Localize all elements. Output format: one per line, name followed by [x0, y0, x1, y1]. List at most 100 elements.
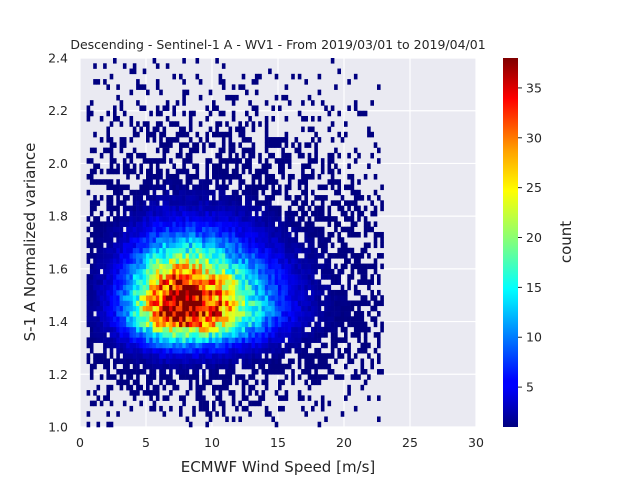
heatmap-cell [235, 205, 239, 212]
heatmap-cell [254, 242, 259, 249]
heatmap-cell [195, 353, 200, 359]
heatmap-cell [287, 237, 292, 243]
heatmap-cell [254, 337, 259, 343]
heatmap-cell [261, 305, 266, 312]
heatmap-cell [192, 231, 196, 238]
heatmap-cell [175, 268, 180, 275]
heatmap-cell [380, 242, 384, 249]
heatmap-cell [169, 326, 173, 333]
heatmap-cell [228, 358, 233, 365]
heatmap-cell [99, 274, 104, 280]
heatmap-cell [284, 263, 289, 270]
heatmap-cell [146, 226, 150, 233]
heatmap-cell [155, 358, 160, 365]
heatmap-cell [103, 332, 107, 338]
heatmap-cell [86, 321, 91, 328]
heatmap-cell [188, 379, 193, 386]
heatmap-cell [334, 311, 338, 317]
heatmap-cell [317, 332, 322, 338]
heatmap-cell [86, 284, 91, 291]
heatmap-cell [245, 258, 249, 264]
heatmap-cell [93, 337, 97, 343]
heatmap-cell [235, 374, 239, 380]
heatmap-cell [192, 189, 196, 196]
heatmap-cell [284, 300, 289, 307]
y-axis-ticks: 1.01.21.41.61.82.02.22.4 [48, 51, 68, 435]
heatmap-cell [126, 289, 130, 296]
heatmap-cell [93, 321, 97, 328]
heatmap-cell [350, 179, 355, 185]
heatmap-cell [297, 221, 302, 227]
heatmap-cell [228, 94, 233, 101]
heatmap-cell [212, 284, 216, 291]
heatmap-cell [235, 210, 239, 217]
heatmap-cell [103, 147, 107, 154]
heatmap-cell [202, 316, 206, 322]
heatmap-cell [179, 242, 183, 249]
heatmap-cell [146, 216, 150, 222]
heatmap-cell [155, 321, 160, 328]
heatmap-cell [155, 63, 160, 69]
heatmap-cell [149, 274, 153, 280]
heatmap-cell [221, 295, 226, 301]
heatmap-cell [370, 263, 374, 270]
heatmap-cell [363, 242, 368, 249]
heatmap-cell [261, 295, 266, 301]
heatmap-cell [264, 332, 269, 338]
heatmap-cell [188, 189, 193, 196]
heatmap-cell [377, 342, 381, 349]
heatmap-cell [162, 195, 167, 201]
heatmap-cell [297, 216, 302, 222]
heatmap-cell [317, 358, 322, 365]
heatmap-cell [304, 200, 308, 206]
heatmap-cell [248, 231, 252, 238]
heatmap-cell [264, 137, 269, 143]
heatmap-cell [357, 253, 361, 259]
heatmap-cell [202, 384, 206, 391]
heatmap-cell [162, 395, 167, 401]
heatmap-cell [139, 295, 143, 301]
heatmap-cell [159, 342, 163, 349]
heatmap-cell [258, 158, 262, 164]
heatmap-cell [113, 326, 117, 333]
heatmap-cell [297, 305, 302, 312]
heatmap-cell [159, 237, 163, 243]
heatmap-cell [179, 363, 183, 370]
heatmap-cell [301, 300, 305, 307]
heatmap-cell [344, 395, 348, 401]
heatmap-cell [179, 184, 183, 191]
heatmap-cell [106, 231, 110, 238]
heatmap-cell [132, 395, 137, 401]
heatmap-cell [347, 279, 351, 285]
heatmap-cell [367, 342, 371, 349]
heatmap-cell [109, 400, 114, 407]
heatmap-cell [215, 374, 219, 380]
heatmap-cell [202, 342, 206, 349]
heatmap-cell [245, 405, 249, 412]
heatmap-cell [258, 200, 262, 206]
heatmap-cell [297, 258, 302, 264]
heatmap-cell [165, 295, 170, 301]
heatmap-cell [89, 268, 94, 275]
heatmap-cell [271, 226, 275, 233]
heatmap-cell [241, 237, 246, 243]
heatmap-cell [205, 332, 209, 338]
heatmap-cell [175, 337, 180, 343]
heatmap-cell [241, 152, 246, 159]
heatmap-cell [212, 300, 216, 307]
heatmap-cell [198, 289, 203, 296]
heatmap-cell [93, 358, 97, 365]
heatmap-cell [281, 268, 285, 275]
heatmap-cell [268, 247, 272, 254]
heatmap-cell [281, 242, 285, 249]
heatmap-cell [284, 295, 289, 301]
heatmap-cell [208, 226, 213, 233]
heatmap-cell [215, 221, 219, 227]
heatmap-cell [212, 200, 216, 206]
heatmap-cell [281, 353, 285, 359]
heatmap-cell [126, 353, 130, 359]
heatmap-cell [172, 205, 176, 212]
heatmap-cell [278, 253, 282, 259]
heatmap-cell [116, 316, 120, 322]
heatmap-cell [258, 274, 262, 280]
